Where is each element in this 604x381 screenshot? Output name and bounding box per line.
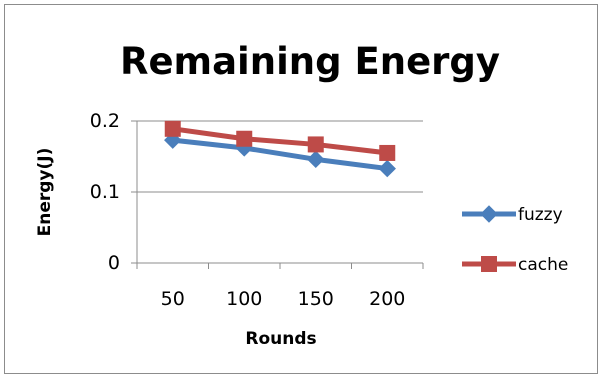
series-line-cache	[172, 126, 388, 156]
axes	[131, 120, 424, 269]
series-fuzzy	[164, 131, 396, 178]
plot-series	[164, 120, 396, 178]
y-tick-label: 0.1	[90, 181, 120, 203]
x-tick-label: 50	[161, 288, 185, 310]
x-axis-title: Rounds	[245, 329, 316, 349]
legend-label-fuzzy: fuzzy	[518, 205, 563, 225]
x-tick-label: 100	[226, 288, 262, 310]
y-tick-labels: 0 0.1 0.2	[90, 110, 120, 274]
legend-item-cache: cache	[462, 255, 568, 275]
y-tick-label: 0	[108, 252, 120, 274]
legend-item-fuzzy: fuzzy	[462, 205, 563, 225]
chart-title: Remaining Energy	[120, 40, 500, 83]
x-tick-labels: 50 100 150 200	[161, 288, 406, 310]
series-cache	[164, 120, 396, 161]
y-axis-title: Energy(J)	[35, 148, 55, 237]
legend: fuzzy cache	[462, 205, 568, 275]
data-point-fuzzy	[307, 150, 325, 169]
series-line-fuzzy	[172, 137, 388, 172]
data-point-fuzzy	[378, 159, 396, 178]
y-tick-label: 0.2	[90, 110, 120, 132]
chart-frame	[4, 4, 598, 374]
x-tick-label: 200	[369, 288, 405, 310]
x-tick-label: 150	[298, 288, 334, 310]
legend-marker-fuzzy	[480, 205, 498, 223]
legend-marker-cache	[481, 256, 497, 272]
data-point-cache	[164, 120, 181, 137]
data-point-cache	[379, 144, 396, 161]
legend-label-cache: cache	[518, 255, 568, 275]
gridlines	[137, 120, 423, 193]
data-point-cache	[236, 130, 253, 147]
data-point-cache	[307, 136, 324, 153]
